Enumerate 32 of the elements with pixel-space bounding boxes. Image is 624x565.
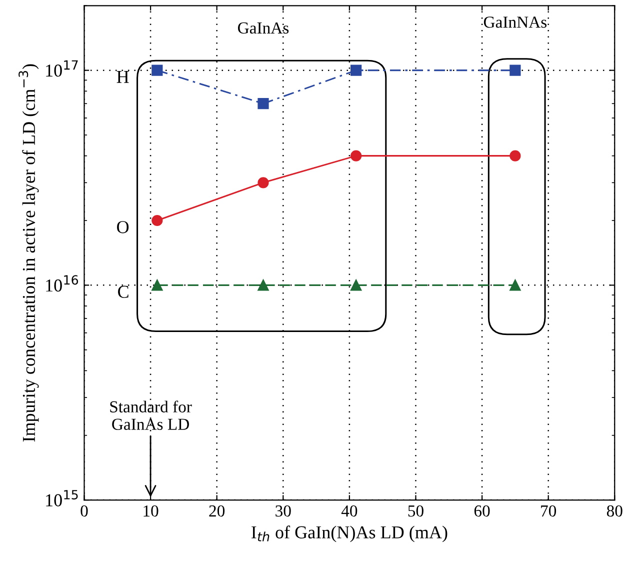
point <box>258 177 269 188</box>
x-tick-label: 30 <box>276 505 291 517</box>
x-tick-label: 50 <box>408 505 424 517</box>
x-tick-label: 0 <box>80 505 88 517</box>
point <box>350 280 362 291</box>
x-tick-label: 20 <box>209 505 225 517</box>
point <box>350 150 362 162</box>
x-tick-label: 40 <box>341 505 358 517</box>
y-tick-label: 10$^{16}$ <box>46 275 78 292</box>
point <box>258 98 269 110</box>
point <box>510 280 521 291</box>
x-axis-title: I$_{th}$ of GaIn(N)As LD (mA) <box>252 526 448 542</box>
point <box>510 150 521 162</box>
annotation: GaInNAs <box>484 16 547 28</box>
y-tick-label: 10$^{17}$ <box>46 60 78 77</box>
y-tick-label: 10$^{15}$ <box>46 490 78 506</box>
point <box>152 64 163 76</box>
x-tick-label: 60 <box>474 505 490 517</box>
annotation: Standard for GaInAs LD <box>110 400 192 430</box>
point <box>152 280 163 291</box>
x-tick-label: 10 <box>144 505 158 517</box>
point <box>258 280 269 291</box>
annotation: GaInAs <box>238 22 289 34</box>
x-tick-label: 70 <box>541 505 556 517</box>
series-label: O <box>117 221 129 234</box>
point <box>152 214 163 226</box>
y-axis-title: Impurity concentration in active layer of LD (cm$^{−3}$) <box>18 64 39 442</box>
series-label: H <box>116 71 129 83</box>
x-tick-label: 80 <box>606 505 622 517</box>
point <box>350 64 362 76</box>
series-label: C <box>118 286 128 298</box>
point <box>510 64 521 76</box>
